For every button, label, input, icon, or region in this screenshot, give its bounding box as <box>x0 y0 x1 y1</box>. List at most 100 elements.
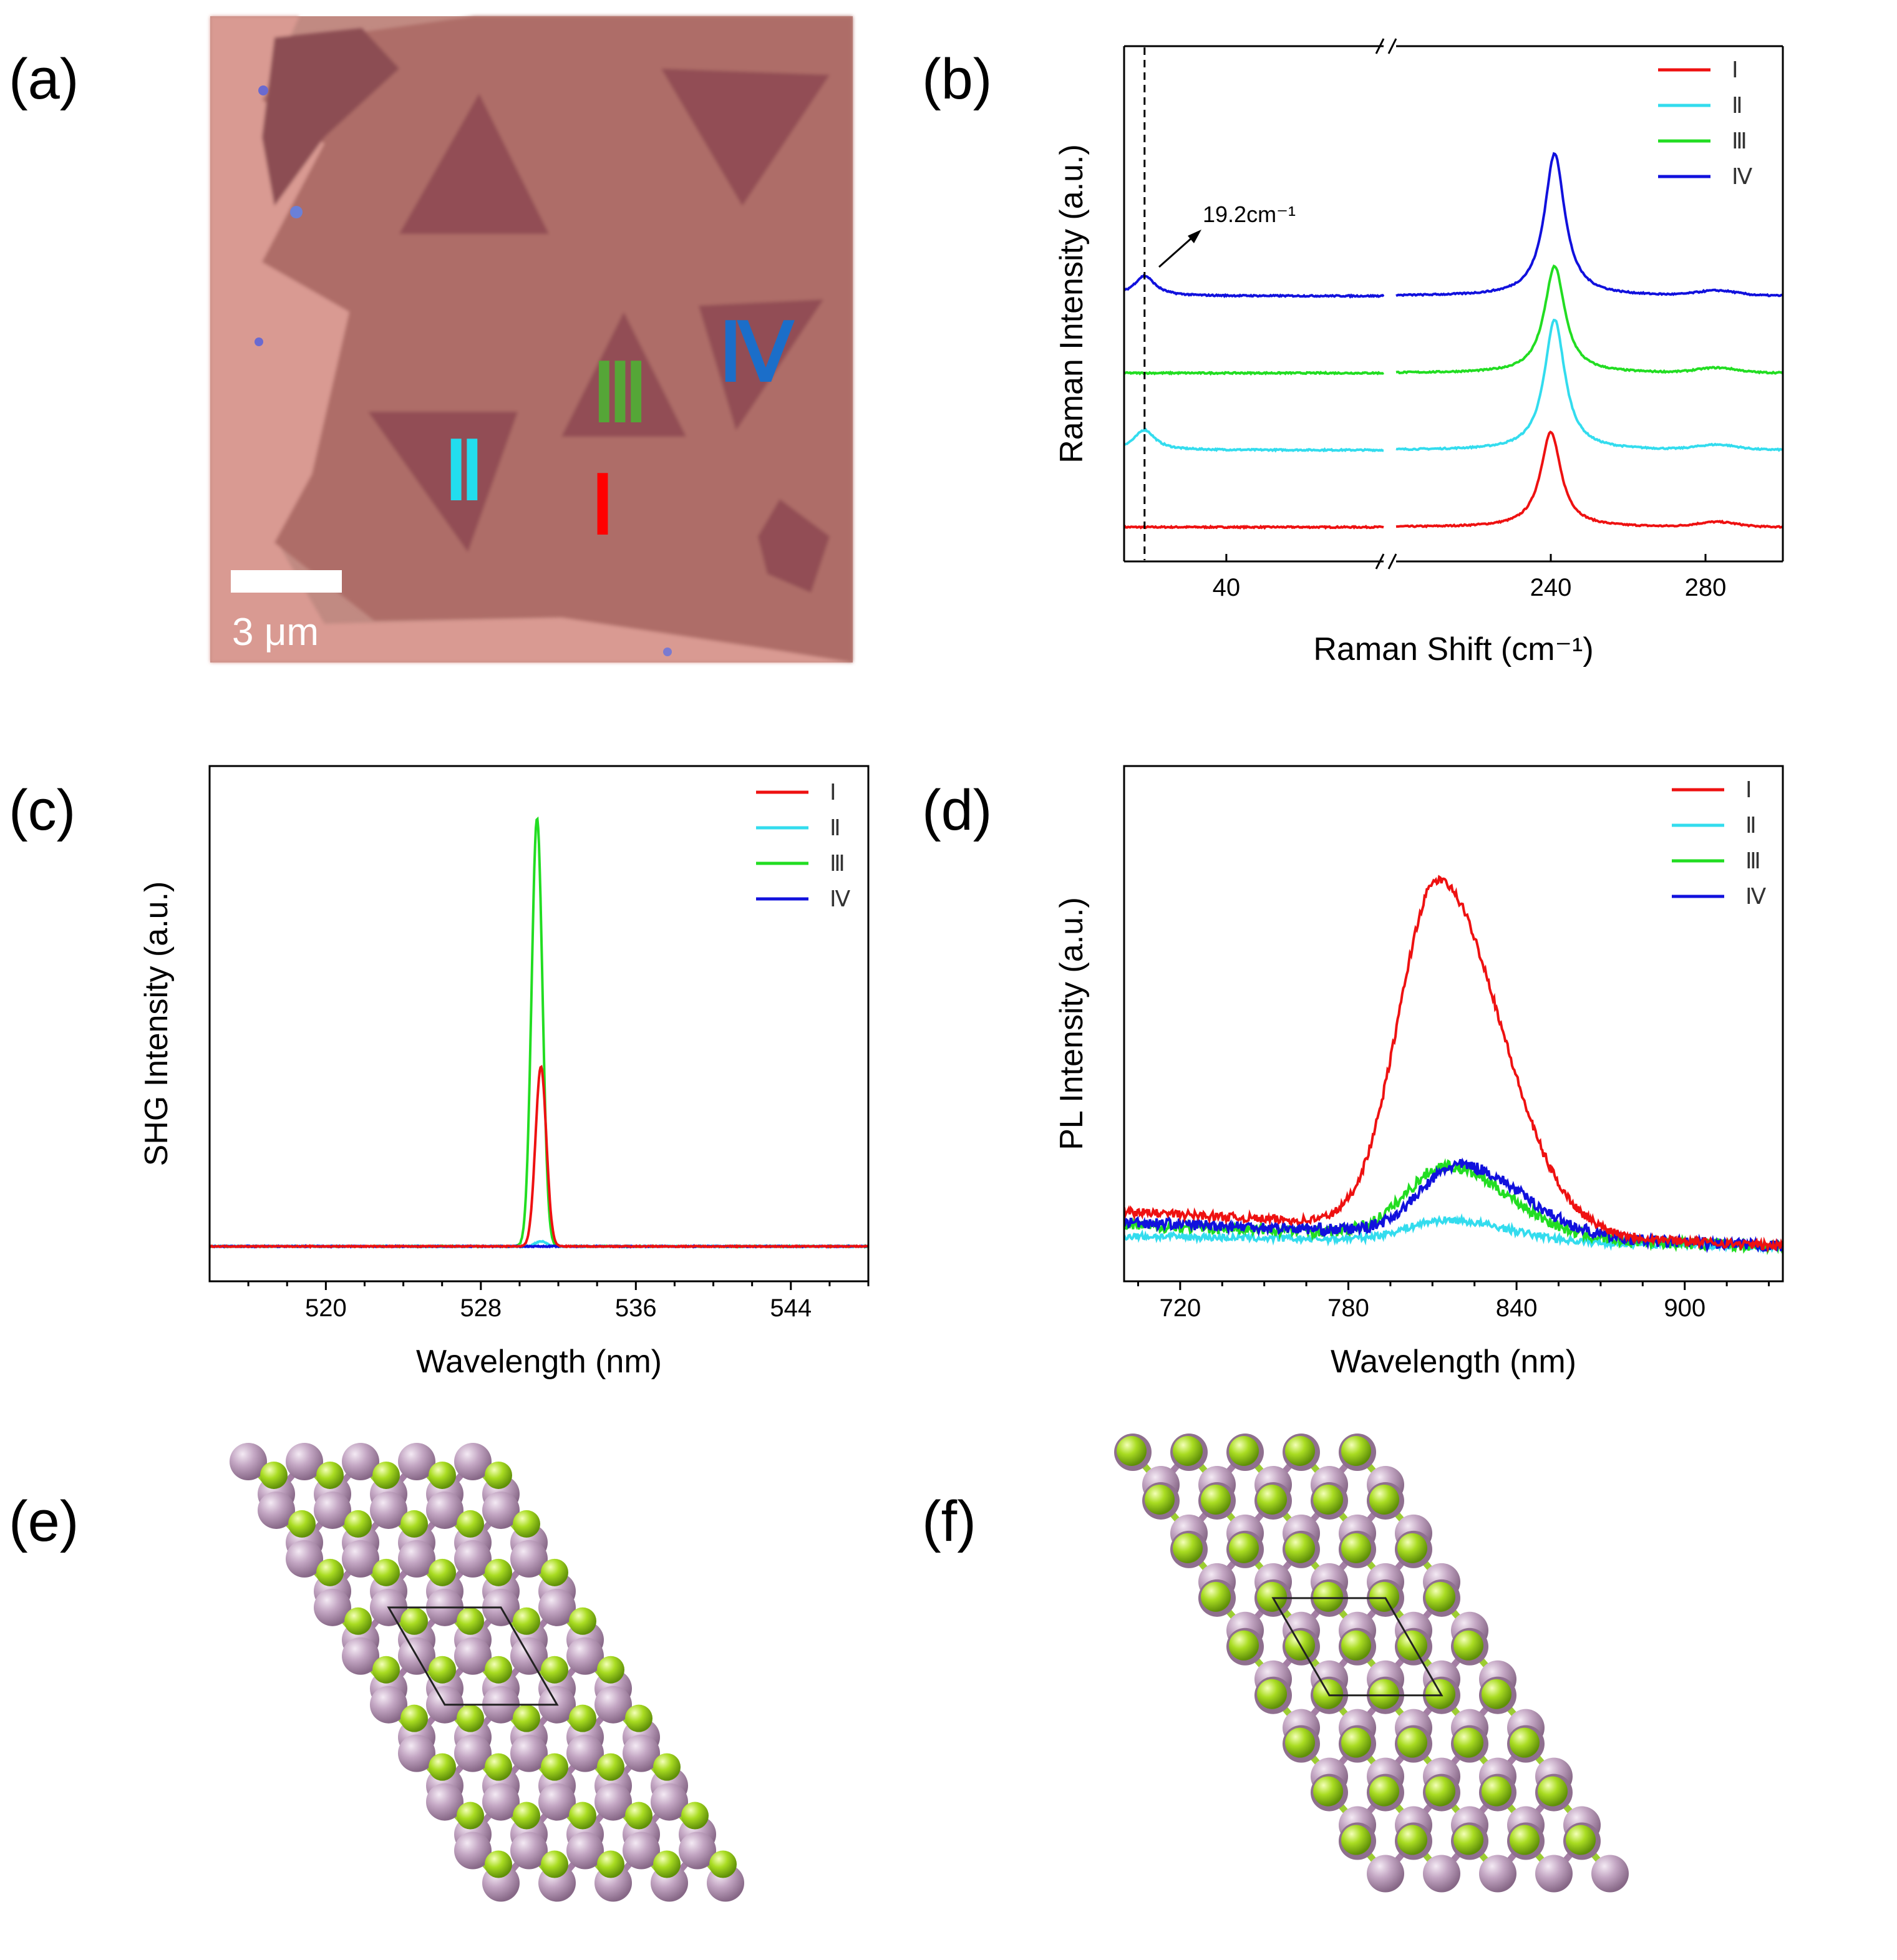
lattice-e-atom-green <box>541 1656 568 1684</box>
pl-legend-label-III: Ⅲ <box>1745 848 1761 873</box>
pl-legend-label-I: Ⅰ <box>1745 777 1752 802</box>
lattice-e-atom-green <box>288 1510 316 1538</box>
lattice-f-atom-green <box>1510 1727 1540 1758</box>
lattice-e-atom-purple <box>286 1443 323 1480</box>
lattice-e-atom-purple <box>454 1831 492 1870</box>
lattice-f-bonds <box>1130 1450 1613 1876</box>
shg-legend-label-II: Ⅱ <box>830 815 841 840</box>
raman-legend-label-III: Ⅲ <box>1732 129 1747 153</box>
lattice-e-atom-purple <box>370 1491 407 1529</box>
lattice-e-atom-purple <box>679 1831 716 1870</box>
lattice-e-atom-purple <box>286 1540 323 1578</box>
lattice-e-atom-purple <box>426 1491 463 1529</box>
raman-series-II-low <box>1124 427 1384 453</box>
pl-xtick-label-840: 840 <box>1496 1294 1538 1322</box>
lattice-e-atom-purple <box>398 1734 435 1772</box>
lattice-f-atom-green <box>1369 1484 1399 1515</box>
lattice-e-atom-purple <box>314 1491 351 1529</box>
region-label-II: Ⅱ <box>444 427 484 517</box>
lattice-e-atom-purple <box>454 1637 492 1675</box>
lattice-e-atom-purple <box>370 1686 407 1724</box>
lattice-e-atom-green <box>513 1802 540 1830</box>
lattice-e-atom-green <box>681 1802 709 1830</box>
lattice-f-atom-green <box>1229 1436 1259 1466</box>
shg-x-label: Wavelength (nm) <box>416 1344 662 1380</box>
lattice-e-atom-green <box>485 1850 512 1878</box>
lattice-e-atom-purple <box>398 1540 435 1578</box>
lattice-e-atom-purple <box>482 1491 520 1529</box>
lattice-e-atom-green <box>260 1461 288 1489</box>
shg-legend-label-III: Ⅲ <box>830 851 845 876</box>
lattice-e-atom-purple <box>482 1783 520 1821</box>
lattice-e-atom-green <box>429 1753 456 1781</box>
lattice-structure-e <box>230 1443 744 1902</box>
lattice-e-atom-purple <box>594 1783 632 1821</box>
lattice-f-atom-green <box>1566 1825 1596 1855</box>
shg-series-I <box>210 1065 868 1249</box>
lattice-e-atom-green <box>653 1753 681 1781</box>
panel-label-c: (c) <box>9 779 75 842</box>
lattice-f-atom-green <box>1482 1679 1511 1709</box>
raman-series-III-low <box>1124 370 1384 376</box>
raman-series-III-high <box>1395 264 1783 375</box>
lattice-f-atom-green <box>1285 1727 1315 1758</box>
lattice-f-unit-cell <box>1271 1597 1443 1697</box>
lattice-e-atom-green <box>485 1753 512 1781</box>
lattice-f-atom-purple <box>1479 1855 1516 1893</box>
shg-legend-label-I: Ⅰ <box>830 780 837 805</box>
region-label-III: Ⅲ <box>592 349 648 439</box>
raman-legend-label-II: Ⅱ <box>1732 93 1743 118</box>
raman-series-I-low <box>1124 524 1384 530</box>
lattice-e-atom-green <box>597 1753 624 1781</box>
lattice-f-atom-purple <box>1535 1855 1573 1893</box>
pl-series-IV <box>1124 1157 1783 1253</box>
raman-xtick-label-40: 40 <box>1213 574 1241 601</box>
lattice-e-atom-green <box>569 1607 596 1635</box>
lattice-f-atom-green <box>1257 1679 1287 1709</box>
lattice-f-atom-green <box>1313 1776 1343 1807</box>
lattice-e-atom-green <box>457 1510 484 1538</box>
lattice-f-atom-green <box>1341 1630 1371 1661</box>
pl-series-I <box>1124 875 1783 1253</box>
lattice-e-atom-purple <box>510 1831 548 1870</box>
lattice-f-atom-green <box>1285 1436 1315 1466</box>
lattice-f-atoms <box>1114 1434 1629 1893</box>
raman-series-IV-low <box>1124 274 1385 299</box>
lattice-f-atom-green <box>1453 1825 1483 1855</box>
lattice-e-atom-green <box>513 1510 540 1538</box>
lattice-e-atom-green <box>400 1510 428 1538</box>
lattice-f-atom-green <box>1229 1533 1259 1563</box>
lattice-f-atom-green <box>1397 1727 1427 1758</box>
pl-legend-label-II: Ⅱ <box>1745 813 1757 838</box>
lattice-e-atom-green <box>372 1558 400 1586</box>
lattice-e-atom-green <box>429 1558 456 1586</box>
lattice-e-atom-purple <box>566 1831 604 1870</box>
raman-series-I-high <box>1395 430 1783 529</box>
lattice-f-atom-green <box>1397 1533 1427 1563</box>
lattice-e-atom-purple <box>623 1831 660 1870</box>
lattice-f-atom-green <box>1453 1727 1483 1758</box>
lattice-e-atom-purple <box>258 1491 295 1529</box>
lattice-e-atom-green <box>653 1850 681 1878</box>
raman-y-label: Raman Intensity (a.u.) <box>1054 144 1090 463</box>
lattice-e-atom-green <box>485 1558 512 1586</box>
lattice-e-atom-green <box>485 1461 512 1489</box>
triangle-top <box>399 94 549 234</box>
pl-xtick-label-780: 780 <box>1327 1294 1369 1322</box>
lattice-f-atom-purple <box>1367 1855 1404 1893</box>
lattice-e-atom-green <box>513 1704 540 1732</box>
lattice-e-atom-green <box>429 1656 456 1684</box>
raman-xtick-label-240: 240 <box>1530 574 1572 601</box>
lattice-f-atom-green <box>1341 1727 1371 1758</box>
panel-label-f: (f) <box>922 1490 976 1553</box>
lattice-e-atom-green <box>429 1461 456 1489</box>
lattice-f-atom-green <box>1201 1581 1231 1612</box>
lattice-e-atom-green <box>625 1704 653 1732</box>
lattice-e-atom-green <box>541 1850 568 1878</box>
lattice-e-atom-green <box>597 1850 624 1878</box>
lattice-f-atom-green <box>1257 1484 1287 1515</box>
lattice-f-atom-green <box>1538 1776 1568 1807</box>
region-label-I: Ⅰ <box>591 462 614 551</box>
lattice-f-atom-green <box>1117 1436 1147 1466</box>
scale-bar <box>231 570 342 593</box>
